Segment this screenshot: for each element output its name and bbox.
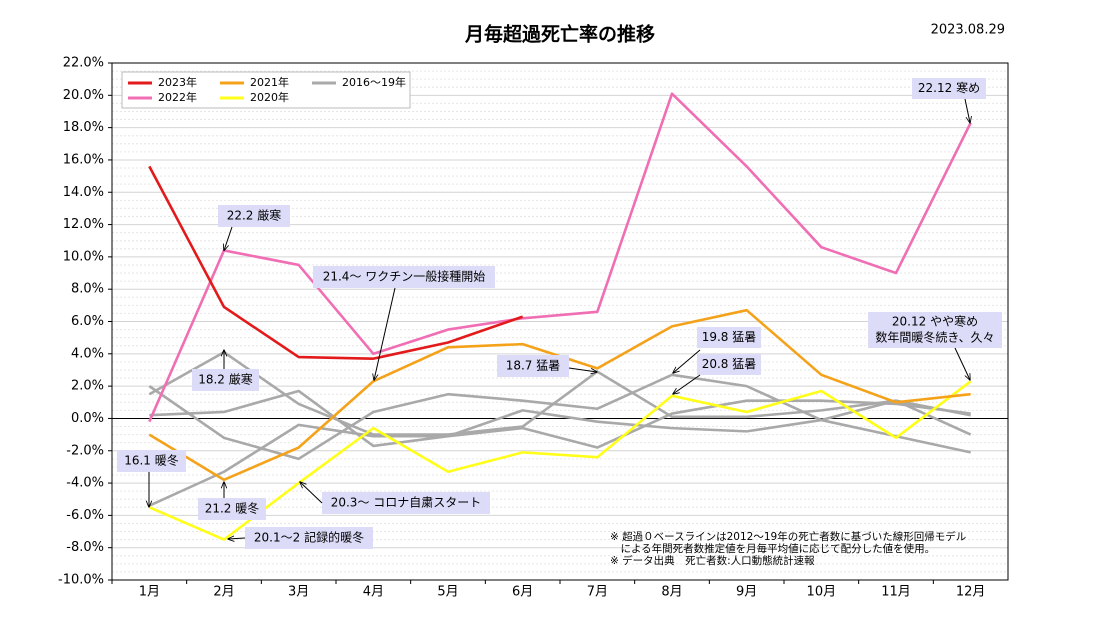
annotation-text: 22.2 厳寒 bbox=[227, 208, 282, 223]
x-tick-label: 2月 bbox=[213, 585, 234, 600]
y-tick-label: 0.0% bbox=[71, 411, 104, 426]
x-tick-label: 3月 bbox=[288, 585, 309, 600]
annotation-arrow bbox=[673, 349, 701, 373]
annotation-text: 22.12 寒め bbox=[918, 80, 980, 95]
legend-label: 2020年 bbox=[250, 90, 289, 104]
chart-title: 月毎超過死亡率の推移 bbox=[464, 23, 655, 46]
annotation-text: 21.4～ ワクチン一般接種開始 bbox=[323, 269, 486, 284]
y-tick-label: 18.0% bbox=[63, 120, 104, 135]
annotation-box bbox=[192, 369, 259, 391]
annotation-arrow bbox=[673, 374, 701, 394]
annotation-text: 18.7 猛暑 bbox=[506, 359, 561, 373]
y-tick-label: 10.0% bbox=[63, 249, 104, 264]
annotation-box bbox=[218, 205, 290, 227]
annotation-box bbox=[117, 450, 186, 472]
annotation-box bbox=[912, 78, 986, 99]
y-tick-label: -4.0% bbox=[66, 476, 104, 491]
y-tick-label: -6.0% bbox=[66, 508, 104, 523]
y-tick-label: -10.0% bbox=[58, 573, 104, 588]
y-tick-label: -2.0% bbox=[66, 443, 104, 458]
annotation-arrow bbox=[300, 482, 323, 504]
annotation-box bbox=[697, 327, 761, 348]
y-tick-label: 8.0% bbox=[71, 282, 104, 297]
x-tick-label: 10月 bbox=[807, 585, 837, 600]
x-tick-label: 1月 bbox=[139, 585, 160, 600]
legend-label: 2016～19年 bbox=[342, 75, 406, 89]
series-line bbox=[148, 373, 971, 461]
annotation-text: 20.3～ コロナ自粛スタート bbox=[331, 496, 482, 510]
x-tick-label: 11月 bbox=[881, 585, 911, 600]
y-tick-label: 12.0% bbox=[63, 217, 104, 232]
legend-box bbox=[121, 71, 411, 109]
y-tick-label: 22.0% bbox=[63, 56, 104, 71]
annotation-text: 20.12 やや寒め bbox=[892, 314, 978, 329]
annotation-box bbox=[497, 355, 569, 377]
x-tick-label: 7月 bbox=[587, 585, 608, 600]
annotation-text: 数年間暖冬続き、久々 bbox=[875, 330, 994, 345]
x-tick-label: 12月 bbox=[956, 585, 986, 600]
annotation-text: 16.1 暖冬 bbox=[124, 453, 179, 468]
annotation-arrow bbox=[374, 287, 396, 380]
series-line bbox=[148, 380, 972, 541]
legend-label: 2022年 bbox=[158, 90, 197, 104]
x-tick-label: 4月 bbox=[363, 585, 384, 600]
y-tick-label: 2.0% bbox=[71, 379, 104, 394]
annotation-box bbox=[313, 266, 495, 288]
x-tick-label: 8月 bbox=[661, 585, 682, 600]
annotation-box bbox=[198, 498, 266, 520]
legend-label: 2023年 bbox=[158, 75, 197, 89]
annotation-box bbox=[697, 354, 761, 375]
legend-label: 2021年 bbox=[250, 75, 289, 89]
x-tick-label: 6月 bbox=[512, 585, 533, 600]
x-tick-label: 9月 bbox=[736, 585, 757, 600]
series-line bbox=[148, 399, 971, 507]
annotation-arrow bbox=[954, 347, 970, 380]
y-tick-label: 16.0% bbox=[63, 152, 104, 167]
y-tick-label: -8.0% bbox=[66, 540, 104, 555]
annotation-box bbox=[868, 312, 1002, 348]
date: 2023.08.29 bbox=[931, 23, 1005, 38]
y-tick-label: 6.0% bbox=[71, 314, 104, 329]
annotation-text: 20.1～2 記録的暖冬 bbox=[254, 530, 364, 545]
y-tick-label: 14.0% bbox=[63, 185, 104, 200]
annotation-arrow bbox=[568, 367, 597, 372]
note: ※ 超過０ベースラインは2012～19年の死亡者数に基づいた線形回帰モデル bbox=[610, 530, 966, 543]
annotation-text: 18.2 厳寒 bbox=[198, 372, 253, 387]
annotation-text: 20.8 猛暑 bbox=[702, 357, 757, 371]
y-tick-label: 4.0% bbox=[71, 346, 104, 361]
annotation-box bbox=[245, 527, 373, 549]
y-tick-label: 20.0% bbox=[63, 88, 104, 103]
note: による年間死者数推定値を月毎平均値に応じて配分した値を使用。 bbox=[610, 542, 935, 555]
annotation-box bbox=[322, 492, 490, 514]
annotation-text: 19.8 猛暑 bbox=[702, 330, 757, 344]
series-line bbox=[148, 350, 971, 436]
annotation-arrow bbox=[964, 98, 970, 123]
annotation-arrow bbox=[228, 538, 246, 539]
annotation-text: 21.2 暖冬 bbox=[205, 501, 260, 516]
x-tick-label: 5月 bbox=[437, 585, 458, 600]
series-line bbox=[148, 92, 972, 423]
annotation-arrow bbox=[224, 226, 233, 250]
series-line bbox=[148, 165, 524, 360]
note: ※ データ出典 死亡者数:人口動態統計速報 bbox=[610, 554, 815, 567]
